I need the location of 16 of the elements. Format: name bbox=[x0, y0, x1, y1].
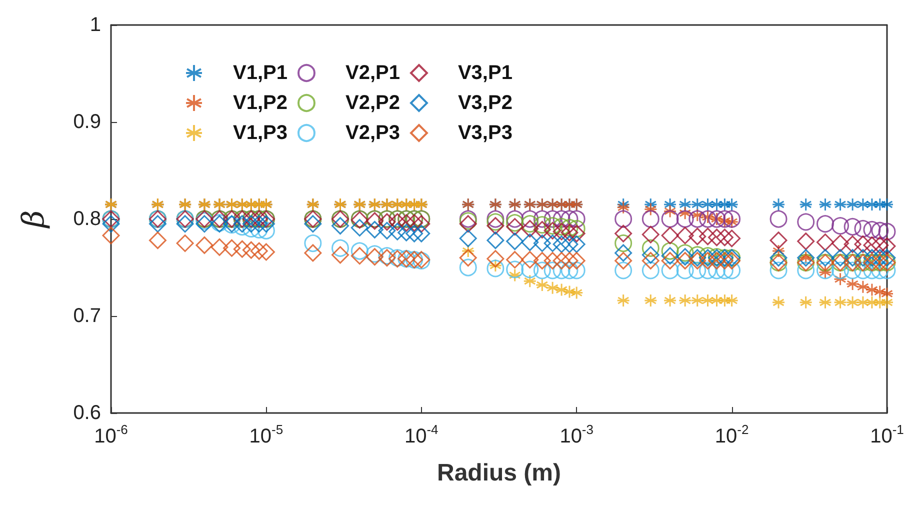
legend-label: V3,P1 bbox=[458, 62, 512, 84]
legend-label: V1,P1 bbox=[233, 62, 288, 84]
legend-label: V3,P3 bbox=[458, 122, 512, 144]
y-tick-label: 1 bbox=[90, 14, 101, 36]
legend-label: V1,P3 bbox=[233, 122, 288, 144]
y-tick-label: 0.9 bbox=[73, 111, 101, 133]
y-tick-label: 0.7 bbox=[73, 305, 101, 327]
y-tick-label: 0.6 bbox=[73, 402, 101, 424]
legend-label: V2,P2 bbox=[345, 92, 400, 114]
y-tick-label: 0.8 bbox=[73, 208, 101, 230]
legend-label: V3,P2 bbox=[458, 92, 512, 114]
legend-label: V2,P3 bbox=[345, 122, 400, 144]
y-axis-title: β bbox=[16, 210, 52, 229]
legend-label: V1,P2 bbox=[233, 92, 288, 114]
legend-label: V2,P1 bbox=[345, 62, 400, 84]
x-axis-title: Radius (m) bbox=[436, 460, 562, 486]
